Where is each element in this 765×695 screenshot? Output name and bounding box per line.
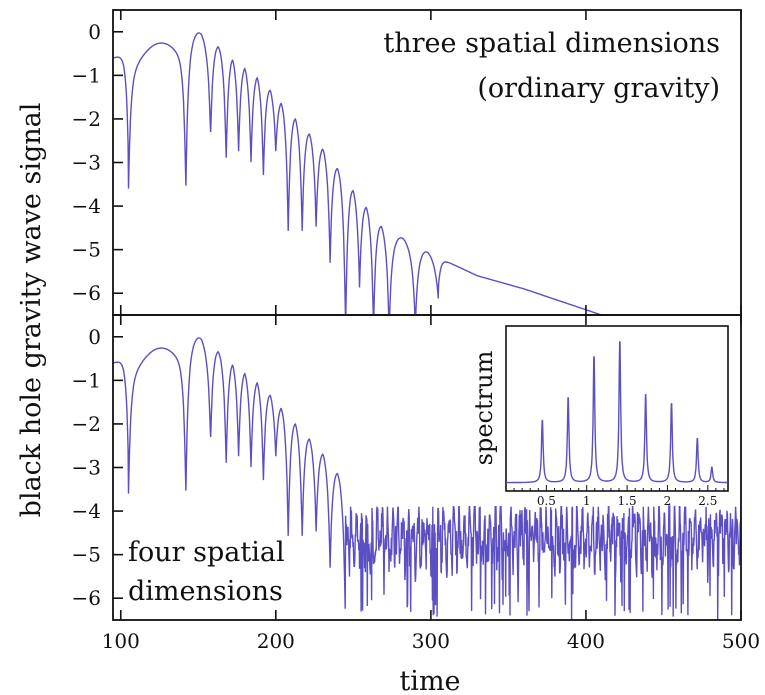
top-ytick-label: −6 [72, 281, 101, 305]
bottom-ytick-label: −4 [72, 499, 101, 523]
bottom-plot-area [113, 337, 741, 620]
bottom-ytick-label: −1 [72, 368, 101, 392]
x-axis-label: time [399, 666, 460, 695]
inset-xtick-label: 1.5 [618, 494, 637, 508]
top-panel-ticks: 0 −1 −2 −3 −4 −5 −6 [72, 10, 742, 315]
bottom-ytick-label: −5 [72, 543, 101, 567]
top-ytick-label: −2 [72, 107, 101, 131]
top-plot-area [113, 32, 604, 315]
inset-xtick-label: 2 [664, 494, 672, 508]
bottom-annotation-line-2: dimensions [128, 576, 283, 607]
spectrum-line [506, 341, 728, 484]
inset-y-label: spectrum [470, 350, 498, 465]
bottom-ytick-label: 0 [88, 325, 101, 349]
x-tick-label: 200 [257, 629, 295, 653]
bottom-panel: 0 −1 −2 −3 −4 −5 −6 four spatial dimensions [72, 314, 742, 621]
inset-xtick-label: 0.5 [537, 494, 556, 508]
x-tick-labels: 100 200 300 400 500 [102, 629, 760, 653]
inset-frame [505, 325, 729, 492]
inset-xtick-label: 1 [583, 494, 591, 508]
top-annotation-line-2: (ordinary gravity) [477, 73, 720, 104]
bottom-panel-ticks: 0 −1 −2 −3 −4 −5 −6 [72, 315, 742, 620]
top-panel: 0 −1 −2 −3 −4 −5 −6 three spatial dimensions (… [72, 9, 742, 316]
x-tick-label: 100 [102, 629, 140, 653]
bottom-ytick-label: −3 [72, 456, 101, 480]
top-annotation-line-1: three spatial dimensions [383, 28, 720, 59]
top-plot-series-line [113, 32, 604, 315]
bottom-ytick-label: −6 [72, 586, 101, 610]
x-tick-label: 500 [722, 629, 760, 653]
top-ytick-label: −4 [72, 194, 101, 218]
x-tick-label: 400 [567, 629, 605, 653]
spectrum-inset: 0.5 1 1.5 2 2.5 spectrum [470, 325, 729, 508]
inset-ticks: 0.5 1 1.5 2 2.5 [513, 485, 725, 508]
inset-xtick-label: 2.5 [698, 494, 717, 508]
bot-plot-series-line [113, 337, 741, 620]
inset-plot-area [506, 341, 728, 484]
bottom-ytick-label: −2 [72, 412, 101, 436]
top-ytick-label: −3 [72, 151, 101, 175]
y-axis-label: black hole gravity wave signal [16, 103, 47, 518]
bottom-annotation-line-1: four spatial [128, 537, 285, 568]
x-tick-label: 300 [412, 629, 450, 653]
top-ytick-label: −5 [72, 238, 101, 262]
top-ytick-label: −1 [72, 63, 101, 87]
top-ytick-label: 0 [88, 20, 101, 44]
